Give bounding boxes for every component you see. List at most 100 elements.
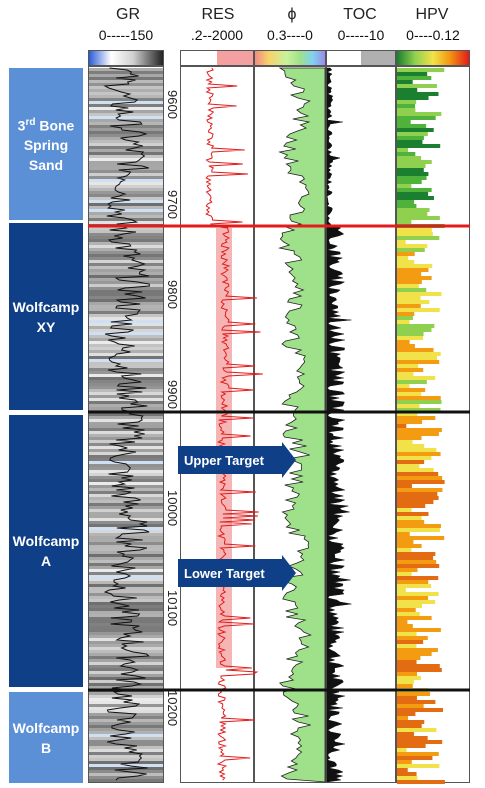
hpv-band — [397, 556, 434, 560]
hpv-band — [397, 196, 434, 200]
hpv-band — [397, 488, 443, 492]
gr-band — [89, 197, 163, 200]
hpv-band — [397, 448, 437, 452]
gr-band — [89, 122, 163, 125]
zone-wolfcamp-a: Wolfcamp A — [9, 415, 83, 687]
gr-band — [89, 488, 163, 491]
hpv-band — [397, 320, 410, 324]
gr-band — [89, 281, 163, 284]
hpv-band — [397, 484, 412, 488]
gr-band — [89, 311, 163, 314]
hpv-band — [397, 72, 428, 76]
hpv-band — [397, 744, 426, 748]
gr-band — [89, 653, 163, 656]
gr-band — [89, 86, 163, 89]
gr-band — [89, 470, 163, 473]
gr-band — [89, 437, 163, 440]
hpv-band — [397, 276, 432, 280]
hpv-band — [397, 776, 418, 780]
gr-band — [89, 407, 163, 410]
hpv-band — [397, 364, 419, 368]
hpv-band — [397, 232, 433, 236]
gr-band — [89, 287, 163, 290]
gr-color-scale — [88, 50, 164, 66]
hpv-band — [397, 416, 436, 420]
gr-band — [89, 674, 163, 677]
gr-band — [89, 368, 163, 371]
gr-band — [89, 671, 163, 674]
hpv-band — [397, 544, 422, 548]
depth-tick-9600: 9600 — [165, 90, 180, 119]
toc-color-scale — [326, 50, 396, 66]
gr-band — [89, 413, 163, 416]
hpv-band — [397, 524, 441, 528]
gr-band — [89, 506, 163, 509]
hpv-band — [397, 160, 432, 164]
gr-band — [89, 284, 163, 287]
gr-band — [89, 482, 163, 485]
hpv-band — [397, 68, 445, 72]
hpv-band — [397, 724, 422, 728]
hpv-band — [397, 660, 417, 664]
depth-tick-10200: 10200 — [165, 690, 180, 727]
hpv-band — [397, 528, 440, 532]
hpv-band — [397, 292, 442, 296]
hpv-scale: 0----0.12 — [406, 27, 460, 43]
hpv-band — [397, 144, 441, 148]
hpv-band — [397, 540, 414, 544]
gr-band — [89, 419, 163, 422]
gr-band — [89, 128, 163, 131]
gr-band — [89, 113, 163, 116]
gr-band — [89, 179, 163, 182]
hpv-band — [397, 244, 428, 248]
gr-band — [89, 155, 163, 158]
gr-band — [89, 659, 163, 662]
hpv-band — [397, 628, 441, 632]
gr-band — [89, 584, 163, 587]
hpv-band — [397, 592, 439, 596]
gr-band — [89, 593, 163, 596]
hpv-band — [397, 756, 433, 760]
gr-band — [89, 320, 163, 323]
gr-band — [89, 299, 163, 302]
hpv-band — [397, 452, 441, 456]
hpv-band — [397, 668, 442, 672]
hpv-band — [397, 504, 426, 508]
hpv-band — [397, 80, 413, 84]
hpv-band — [397, 468, 434, 472]
gr-band — [89, 131, 163, 134]
gr-band — [89, 725, 163, 728]
hpv-band — [397, 212, 428, 216]
hpv-band — [397, 296, 421, 300]
hpv-band — [397, 356, 438, 360]
gr-band — [89, 755, 163, 758]
gr-band — [89, 317, 163, 320]
gr-band — [89, 722, 163, 725]
hpv-band — [397, 300, 430, 304]
hpv-band — [397, 284, 419, 288]
hpv-band — [397, 548, 412, 552]
gr-band — [89, 338, 163, 341]
gr-band — [89, 581, 163, 584]
hpv-band — [397, 372, 414, 376]
hpv-band — [397, 116, 436, 120]
hpv-band — [397, 616, 432, 620]
gr-band — [89, 617, 163, 620]
gr-band — [89, 206, 163, 209]
gr-band — [89, 140, 163, 143]
hpv-band — [397, 768, 408, 772]
gr-band — [89, 587, 163, 590]
gr-band — [89, 707, 163, 710]
hpv-band — [397, 740, 443, 744]
gr-band — [89, 326, 163, 329]
hpv-band — [397, 420, 423, 424]
hpv-band — [397, 532, 410, 536]
hpv-band — [397, 316, 413, 320]
hpv-band — [397, 652, 432, 656]
hpv-band — [397, 100, 417, 104]
depth-tick-10100: 10100 — [165, 590, 180, 627]
hpv-band — [397, 716, 408, 720]
gr-band — [89, 416, 163, 419]
hpv-band — [397, 220, 412, 224]
hpv-band — [397, 88, 418, 92]
